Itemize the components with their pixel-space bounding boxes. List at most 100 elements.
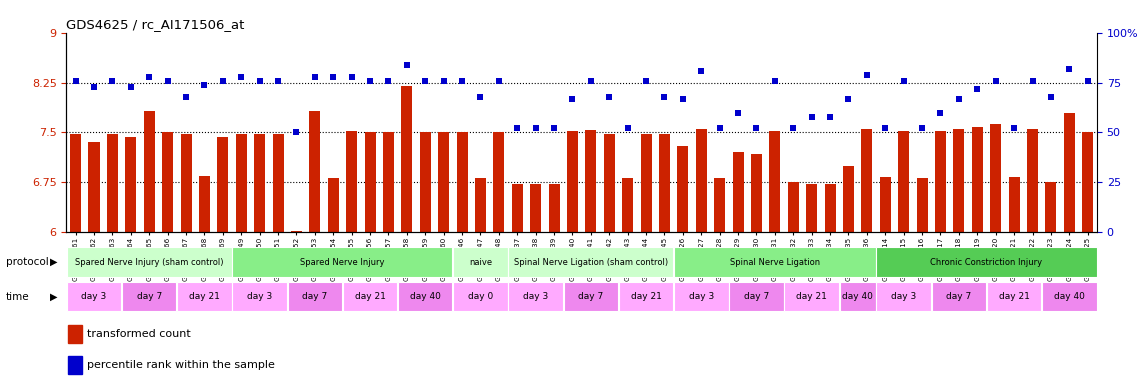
Point [784,126,803,132]
Point [196,81,214,88]
Text: day 21: day 21 [998,292,1029,301]
Point [361,78,379,84]
Text: day 40: day 40 [410,292,441,301]
Bar [563,282,618,311]
Bar [398,282,452,311]
Bar [199,176,210,232]
Point [66,78,85,84]
Text: day 7: day 7 [136,292,161,301]
Text: day 3: day 3 [523,292,548,301]
Bar [622,178,633,232]
Bar [876,282,931,311]
Point [894,78,913,84]
Point [748,126,766,132]
Point [508,126,527,132]
Point [490,78,508,84]
Point [434,78,452,84]
Bar [453,247,507,277]
Bar [232,247,452,277]
Text: Spinal Nerve Ligation: Spinal Nerve Ligation [729,258,820,266]
Bar [420,132,431,232]
Point [803,113,821,119]
Point [949,96,968,102]
Bar [788,182,799,232]
Point [673,96,692,102]
Text: protocol: protocol [6,257,48,267]
Text: percentile rank within the sample: percentile rank within the sample [87,360,275,370]
Bar [861,129,872,232]
Bar [658,134,670,232]
Bar [806,184,818,232]
Point [931,109,949,116]
Bar [512,184,523,232]
Text: day 3: day 3 [891,292,916,301]
Text: day 40: day 40 [843,292,874,301]
Point [251,78,269,84]
Point [214,78,232,84]
Text: day 3: day 3 [247,292,273,301]
Text: GDS4625 / rc_AI171506_at: GDS4625 / rc_AI171506_at [66,18,245,31]
Bar [1009,177,1019,232]
Point [1079,78,1097,84]
Bar [66,247,231,277]
Bar [475,178,485,232]
Point [637,78,655,84]
Bar [508,247,673,277]
Bar [508,282,563,311]
Point [618,126,637,132]
Point [140,73,158,79]
Point [839,96,858,102]
Point [85,83,103,89]
Point [397,61,416,68]
Point [527,126,545,132]
Point [269,78,287,84]
Bar [66,282,121,311]
Bar [144,111,155,232]
Point [545,126,563,132]
Point [342,73,361,79]
Point [987,78,1005,84]
Point [858,71,876,78]
Text: ▶: ▶ [49,291,57,302]
Bar [1064,113,1075,232]
Bar [674,282,728,311]
Point [306,73,324,79]
Text: day 40: day 40 [1053,292,1084,301]
Bar [954,129,964,232]
Text: day 3: day 3 [81,292,106,301]
Point [1005,126,1024,132]
Point [655,93,673,99]
Point [324,73,342,79]
Text: day 7: day 7 [302,292,327,301]
Bar [916,178,927,232]
Text: transformed count: transformed count [87,329,191,339]
Text: day 7: day 7 [578,292,603,301]
Bar [1045,182,1057,232]
Text: day 0: day 0 [468,292,493,301]
Bar [530,184,542,232]
Text: day 7: day 7 [744,292,769,301]
Text: Spared Nerve Injury (sham control): Spared Nerve Injury (sham control) [74,258,223,266]
Point [821,113,839,119]
Text: day 3: day 3 [688,292,713,301]
Point [176,93,195,99]
Point [158,78,176,84]
Bar [273,134,284,232]
Point [600,93,618,99]
Point [416,78,434,84]
Point [766,78,784,84]
Bar [1027,129,1039,232]
Text: day 21: day 21 [631,292,662,301]
Point [692,68,710,74]
Bar [69,356,82,374]
Point [121,83,140,89]
Text: ▶: ▶ [49,257,57,267]
Bar [696,129,706,232]
Bar [181,134,191,232]
Text: day 7: day 7 [946,292,971,301]
Bar [987,282,1041,311]
Text: Spared Nerve Injury: Spared Nerve Injury [300,258,385,266]
Text: Spinal Nerve Ligation (sham control): Spinal Nerve Ligation (sham control) [514,258,668,266]
Bar [70,134,81,232]
Point [729,109,748,116]
